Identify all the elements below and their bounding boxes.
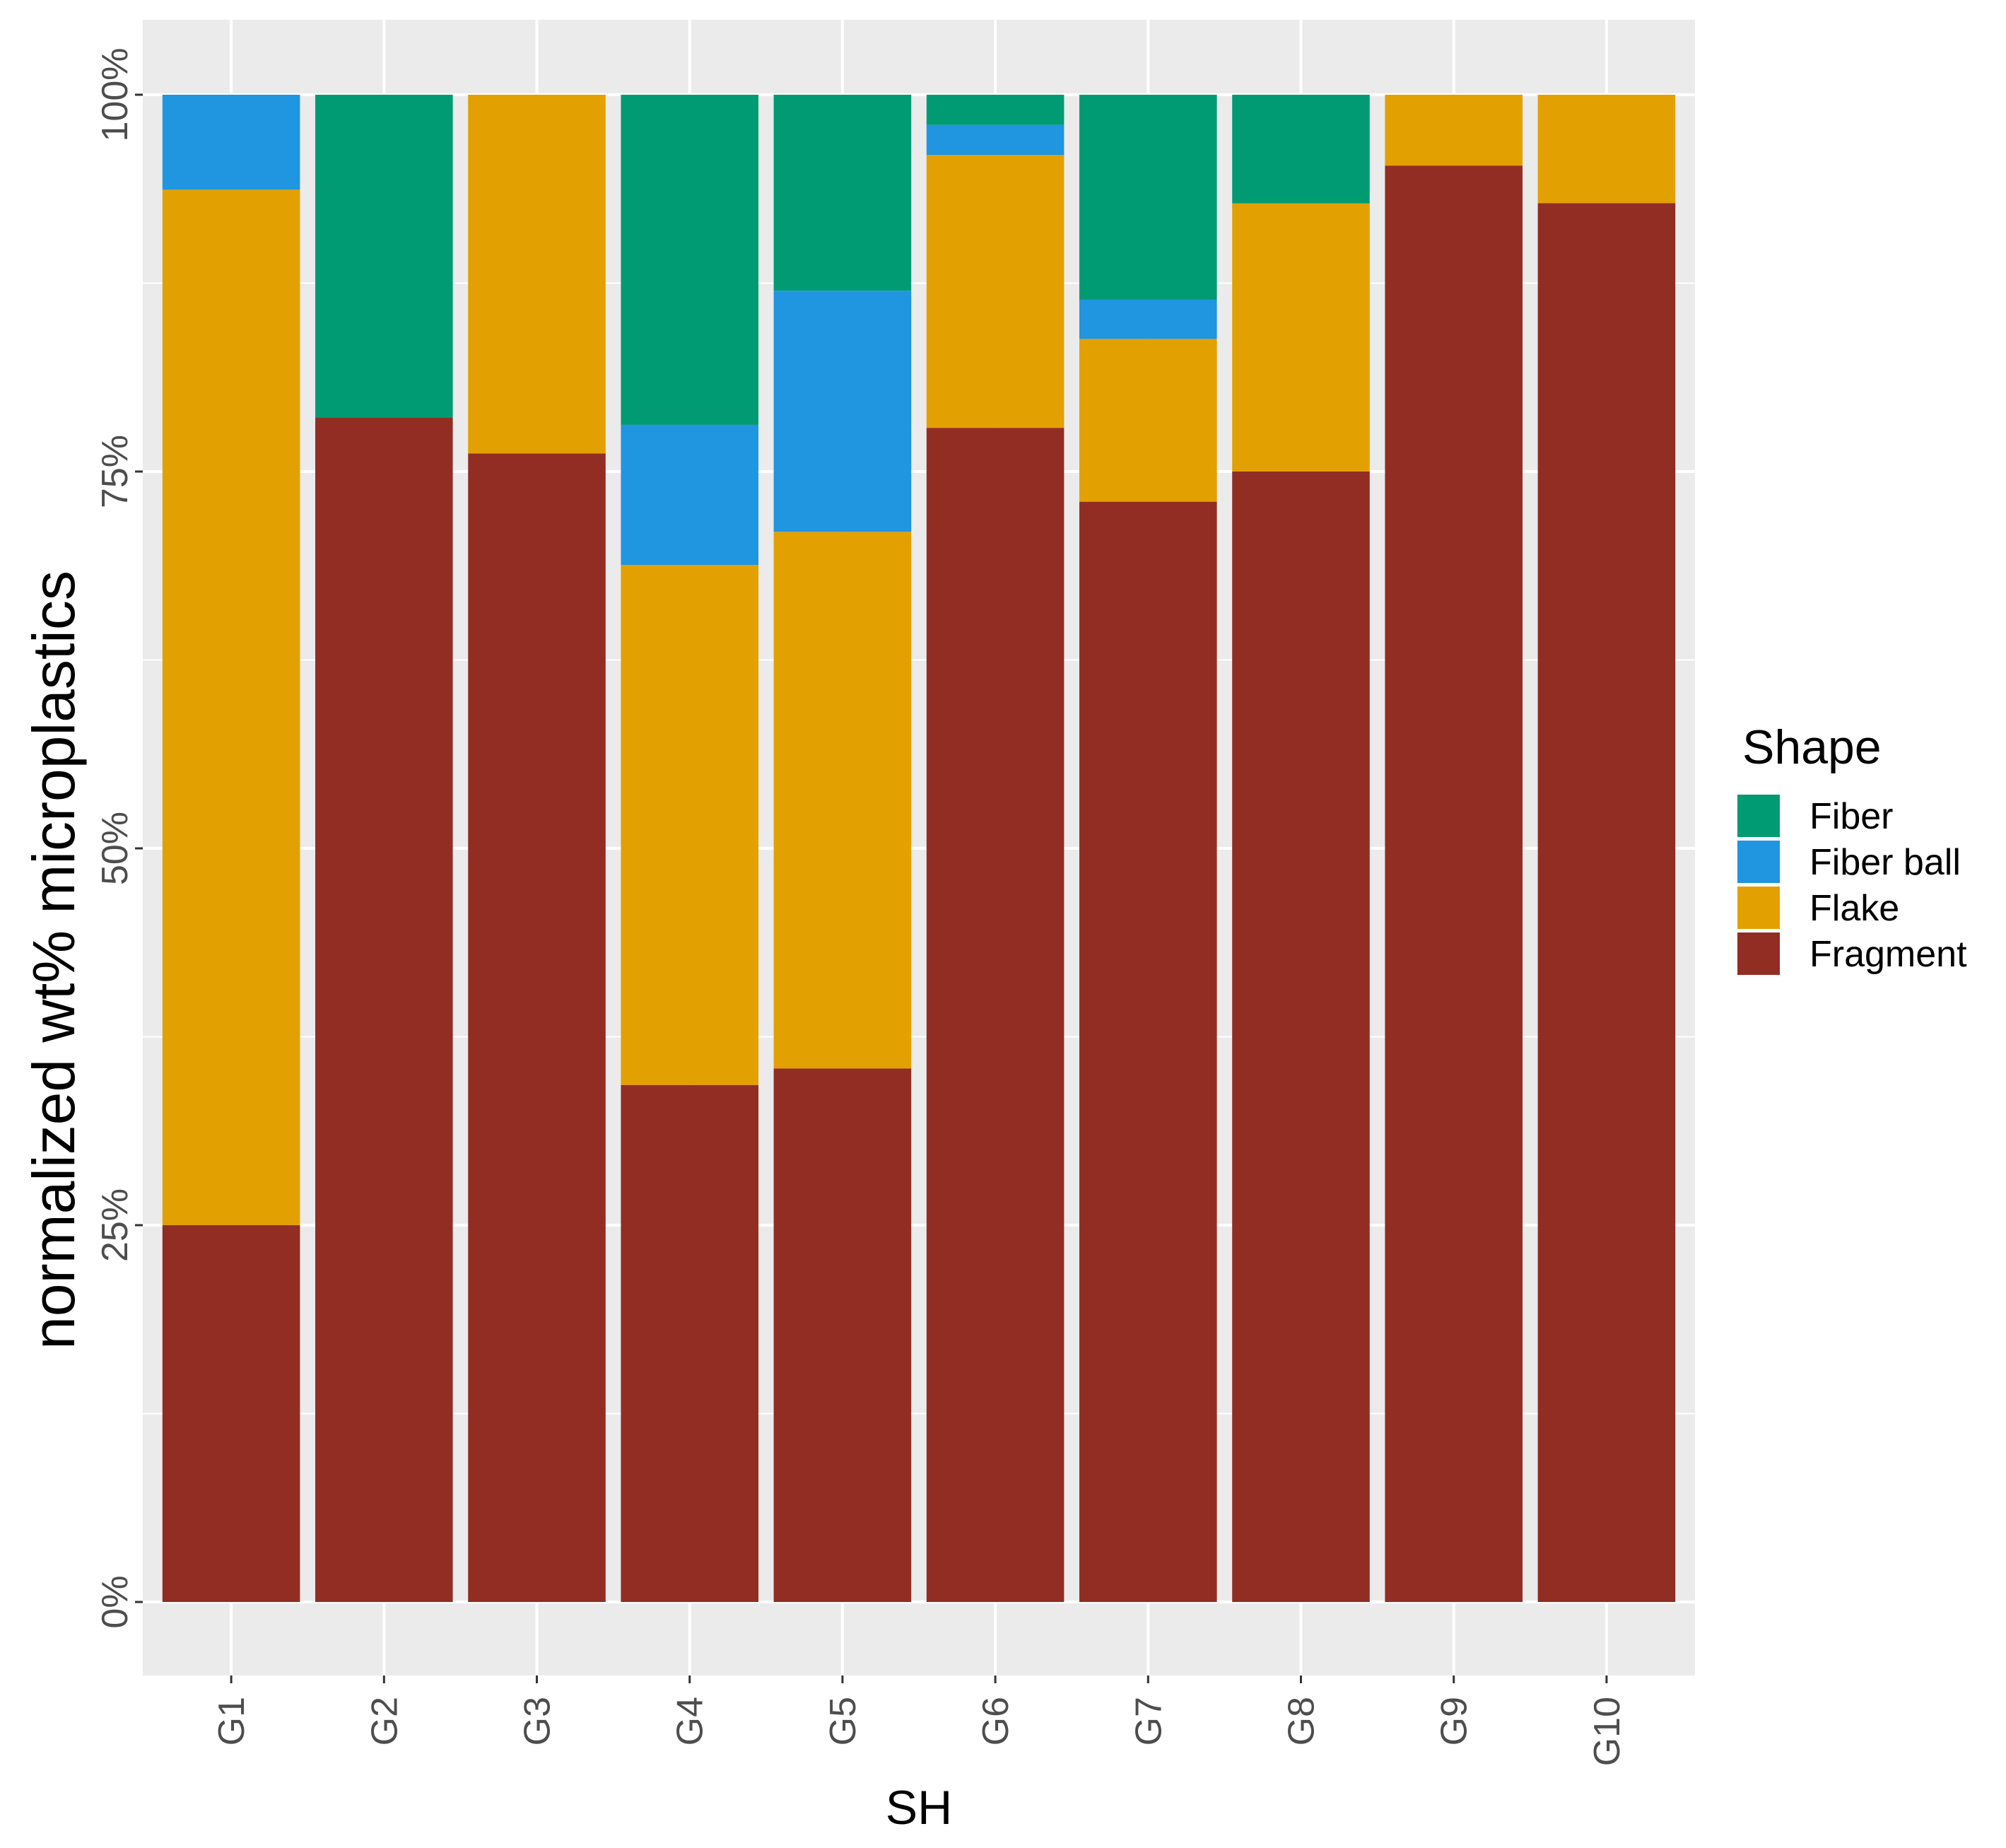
- bar-segment-g7-flake: [1079, 339, 1217, 502]
- bar-segment-g6-flake: [926, 155, 1064, 428]
- bar-segment-g10-flake: [1537, 95, 1676, 204]
- x-tick-label: G9: [1434, 1697, 1475, 1745]
- legend-key-fragment: [1737, 932, 1780, 975]
- legend-label: Fragment: [1809, 934, 1967, 975]
- bar-segment-g5-fiber-ball: [773, 291, 912, 532]
- bar-segment-g6-fiber: [926, 95, 1064, 125]
- bar-segment-g1-fiber-ball: [162, 95, 300, 190]
- x-tick-label: G2: [364, 1697, 405, 1745]
- x-tick-label: G10: [1587, 1697, 1628, 1766]
- bar-segment-g2-fiber: [315, 95, 453, 418]
- bar-segment-g3-flake: [468, 95, 606, 454]
- legend-key-flake: [1737, 887, 1780, 929]
- bar-segment-g3-fragment: [468, 453, 606, 1602]
- bar-segment-g8-fiber: [1232, 95, 1370, 204]
- bars: [162, 95, 1676, 1603]
- x-tick-label: G4: [670, 1697, 711, 1745]
- x-tick-label: G3: [517, 1697, 558, 1745]
- bar-segment-g4-fiber: [621, 95, 758, 425]
- bar-segment-g6-fiber-ball: [926, 124, 1064, 156]
- x-axis-title: SH: [886, 1781, 952, 1835]
- y-axis-ticks: 0% 25% 50% 75% 100%: [95, 48, 143, 1629]
- x-tick-label: G1: [211, 1697, 252, 1745]
- bar-segment-g5-fiber: [773, 95, 912, 291]
- legend-key-fiber-ball: [1737, 841, 1780, 883]
- bar-segment-g2-fragment: [315, 417, 453, 1602]
- bar-segment-g4-fragment: [621, 1084, 758, 1602]
- bar-segment-g1-fragment: [162, 1225, 300, 1602]
- bar-segment-g7-fiber: [1079, 95, 1217, 300]
- bar-segment-g8-flake: [1232, 203, 1370, 472]
- bar-segment-g7-fiber-ball: [1079, 299, 1217, 339]
- bar-segment-g10-fragment: [1537, 203, 1676, 1602]
- legend-key-fiber: [1737, 795, 1780, 837]
- y-tick-label: 100%: [95, 48, 136, 142]
- y-tick-label: 25%: [95, 1188, 136, 1262]
- legend-title: Shape: [1742, 720, 1882, 774]
- x-axis-ticks: G1 G2 G3 G4 G5 G6 G7 G8 G9 G10: [211, 1676, 1628, 1766]
- bar-segment-g1-flake: [162, 189, 300, 1225]
- y-tick-label: 75%: [95, 435, 136, 508]
- bar-segment-g4-fiber-ball: [621, 424, 758, 566]
- bar-segment-g9-fragment: [1385, 165, 1523, 1603]
- legend-label: Fiber ball: [1809, 842, 1961, 883]
- bar-segment-g4-flake: [621, 565, 758, 1085]
- x-tick-label: G7: [1128, 1697, 1169, 1745]
- x-tick-label: G5: [823, 1697, 864, 1745]
- legend-label: Fiber: [1809, 796, 1893, 837]
- bar-segment-g6-fragment: [926, 428, 1064, 1602]
- legend: Shape Fiber Fiber ball Flake Fragment: [1737, 720, 1967, 975]
- bar-segment-g5-flake: [773, 532, 912, 1069]
- bar-segment-g9-flake: [1385, 95, 1523, 166]
- bar-segment-g7-fragment: [1079, 501, 1217, 1602]
- legend-label: Flake: [1809, 888, 1899, 929]
- y-tick-label: 0%: [95, 1575, 136, 1628]
- x-tick-label: G6: [975, 1697, 1016, 1745]
- y-tick-label: 50%: [95, 812, 136, 885]
- bar-segment-g8-fragment: [1232, 472, 1370, 1602]
- y-axis-title: normalized wt% microplastics: [20, 571, 87, 1350]
- x-tick-label: G8: [1281, 1697, 1322, 1745]
- bar-segment-g5-fragment: [773, 1068, 912, 1602]
